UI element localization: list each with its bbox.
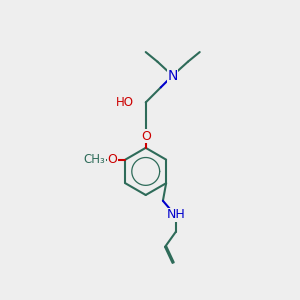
Text: O: O	[107, 153, 117, 166]
Text: CH₃: CH₃	[83, 153, 105, 166]
Text: O: O	[141, 130, 151, 142]
Text: NH: NH	[167, 208, 185, 221]
Text: HO: HO	[116, 96, 134, 109]
Text: N: N	[167, 69, 178, 82]
